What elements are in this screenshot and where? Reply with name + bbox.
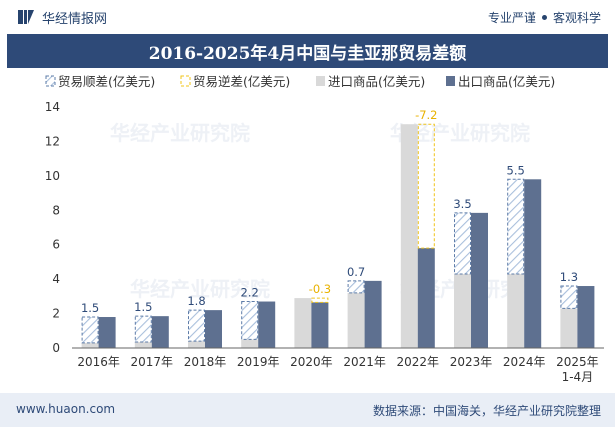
export-bar — [151, 316, 169, 348]
x-tick-label: 2017年 — [131, 355, 174, 369]
y-tick-label: 10 — [45, 169, 60, 183]
x-tick-label-line: 2019年 — [237, 355, 280, 369]
x-tick-label: 2021年 — [343, 355, 386, 369]
x-tick-label-line: 1-4月 — [562, 370, 594, 384]
x-tick-label: 2023年 — [450, 355, 493, 369]
x-tick-label: 2019年 — [237, 355, 280, 369]
y-tick-label: 0 — [52, 341, 60, 355]
surplus-bar — [454, 212, 471, 275]
export-bar — [364, 280, 382, 348]
export-bar — [577, 286, 595, 348]
x-tick-label-line: 2025年 — [556, 355, 599, 369]
legend-swatch-deficit — [180, 75, 191, 87]
x-tick-label-line: 2024年 — [503, 355, 546, 369]
export-bar — [205, 310, 222, 348]
x-tick-label-line: 2022年 — [397, 355, 440, 369]
data-label: -0.3 — [309, 282, 331, 296]
x-tick-label-line: 2021年 — [343, 355, 386, 369]
chart-title: 2016-2025年4月中国与圭亚那贸易差额 — [148, 43, 467, 64]
y-axis: 0 2 4 6 8 10 12 14 — [45, 100, 60, 355]
brand[interactable]: 华经情报网 — [16, 7, 107, 27]
data-label: 5.5 — [507, 163, 525, 177]
data-label: 1.3 — [560, 270, 578, 284]
import-bar — [507, 273, 525, 348]
legend-label: 进口商品(亿美元) — [328, 74, 425, 89]
data-label: 1.5 — [81, 301, 99, 315]
slogan-left: 专业严谨 — [487, 11, 536, 25]
top-bar: 华经情报网 专业严谨 客观科学 — [0, 0, 615, 34]
export-bar — [471, 212, 488, 348]
x-tick-label-line: 2018年 — [184, 355, 227, 369]
deficit-bar — [311, 297, 329, 303]
import-bar — [400, 124, 418, 348]
data-label: 3.5 — [453, 197, 471, 211]
y-tick-label: 4 — [52, 272, 60, 286]
footer-website[interactable]: www.huaon.com — [16, 402, 116, 416]
legend-swatch-surplus — [45, 75, 56, 87]
legend-label: 贸易顺差(亿美元) — [58, 74, 155, 89]
footer-source: 数据来源：中国海关，华经产业研究院整理 — [372, 404, 601, 418]
x-tick-label: 2020年 — [290, 355, 333, 369]
watermark-text: 华经产业研究院 — [110, 121, 250, 145]
chart: 华经产业研究院华经产业研究院华经产业研究院华经产业研究院 贸易顺差(亿美元)贸易… — [45, 74, 604, 384]
watermark-text: 华经产业研究院 — [130, 277, 270, 301]
x-axis: 2016年 2017年 2018年 2019年 2020年 2021年 2022年 2023年… — [72, 347, 604, 384]
import-bar — [241, 339, 259, 348]
bars: 1.5 1.5 1.8 2.2 -0.3 0.7 -7.2 3.5 5.5 1.3 — [81, 108, 595, 348]
slogan-right: 客观科学 — [552, 11, 601, 25]
import-bar — [560, 308, 578, 348]
x-tick-label-line: 2023年 — [450, 355, 493, 369]
surplus-bar — [188, 309, 205, 342]
data-label: 1.5 — [134, 300, 152, 314]
y-tick-label: 6 — [52, 238, 60, 252]
import-bar — [81, 342, 99, 348]
x-tick-label: 2022年 — [397, 355, 440, 369]
x-tick-label: 2024年 — [503, 355, 546, 369]
slogan-dot — [541, 15, 547, 20]
import-bar — [294, 298, 312, 348]
surplus-bar — [81, 316, 99, 344]
export-bar — [311, 302, 329, 348]
legend-swatch-import — [316, 76, 325, 86]
surplus-bar — [241, 301, 259, 340]
data-label: 1.8 — [187, 294, 205, 308]
footer: www.huaon.com 数据来源：中国海关，华经产业研究院整理 — [0, 393, 615, 427]
import-bar — [454, 273, 471, 348]
surplus-bar — [134, 315, 152, 343]
x-tick-label-line: 2020年 — [290, 355, 333, 369]
surplus-bar — [507, 178, 525, 275]
legend-swatch-export — [446, 76, 455, 86]
data-label: 2.2 — [241, 286, 259, 300]
slogan: 专业严谨 客观科学 — [488, 9, 601, 26]
import-bar — [134, 341, 152, 348]
export-bar — [417, 248, 435, 348]
y-tick-label: 14 — [45, 100, 60, 114]
legend-label: 出口商品(亿美元) — [458, 74, 555, 89]
surplus-bar — [560, 285, 578, 309]
huajing-logo-icon — [18, 10, 34, 24]
x-tick-label-line: 2017年 — [131, 355, 174, 369]
import-bar — [188, 341, 205, 348]
export-bar — [258, 301, 276, 348]
x-tick-label: 2025年 1-4月 — [556, 355, 599, 384]
surplus-bar — [347, 280, 365, 294]
x-tick-label: 2016年 — [77, 355, 120, 369]
y-tick-label: 8 — [52, 203, 60, 217]
y-tick-label: 2 — [52, 307, 60, 321]
export-bar — [98, 317, 116, 348]
legend: 贸易顺差(亿美元) 贸易逆差(亿美元) 进口商品(亿美元) 出口商品(亿美元) — [45, 74, 555, 89]
deficit-bar — [417, 123, 435, 249]
y-tick-label: 12 — [45, 134, 60, 148]
export-bar — [524, 179, 542, 348]
data-label: 0.7 — [347, 265, 365, 279]
data-label: -7.2 — [415, 108, 437, 122]
x-tick-label: 2018年 — [184, 355, 227, 369]
brand-name: 华经情报网 — [42, 11, 108, 27]
legend-label: 贸易逆差(亿美元) — [193, 74, 290, 89]
import-bar — [347, 292, 365, 348]
x-tick-label-line: 2016年 — [77, 355, 120, 369]
title-bar: 2016-2025年4月中国与圭亚那贸易差额 — [7, 34, 608, 68]
